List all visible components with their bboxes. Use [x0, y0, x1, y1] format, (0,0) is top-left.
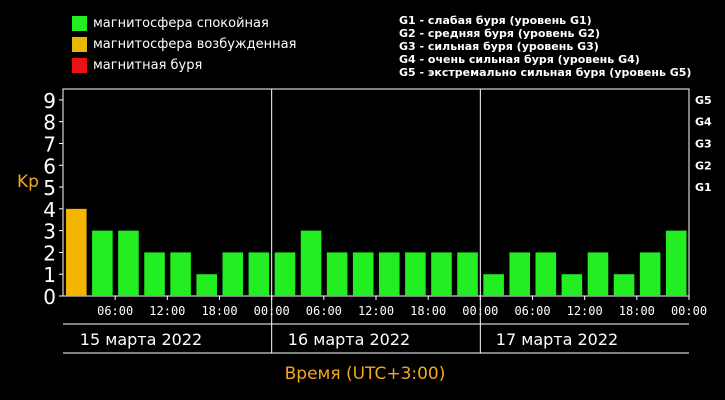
legend-swatch-excited: [72, 37, 87, 52]
x-tick-label: 00:00: [671, 304, 707, 318]
kp-bar: [509, 252, 530, 296]
day-labels: 15 марта 2022 16 марта 2022 17 марта 202…: [0, 326, 725, 356]
y-tick-label: 6: [43, 154, 56, 178]
kp-bar: [379, 252, 400, 296]
kp-bar: [561, 274, 583, 296]
right-tick-label-g4: G4: [695, 116, 712, 129]
legend-label-excited: магнитосфера возбужденная: [93, 37, 297, 52]
legend-label-storm: магнитная буря: [93, 58, 203, 73]
y-tick-label: 1: [43, 263, 56, 287]
y-tick-label: 8: [43, 111, 56, 135]
y-tick-label: 3: [43, 220, 56, 244]
storm-level-legend: G1 - слабая буря (уровень G1) G2 - средн…: [399, 14, 691, 79]
kp-bar: [405, 252, 426, 296]
kp-bar: [326, 252, 348, 296]
storm-level-g3: G3 - сильная буря (уровень G3): [399, 40, 599, 53]
x-tick-label: 18:00: [410, 304, 446, 318]
plot-frame: [62, 88, 690, 297]
x-tick-label: 12:00: [567, 304, 603, 318]
x-tick-label: 18:00: [619, 304, 655, 318]
y-tick-label: 5: [43, 176, 56, 200]
right-tick-label-g3: G3: [695, 137, 712, 150]
kp-bar: [587, 252, 609, 296]
kp-bar: [457, 252, 478, 296]
kp-bar: [118, 230, 139, 296]
right-tick-label-g2: G2: [695, 159, 712, 172]
legend-swatch-storm: [72, 58, 87, 73]
kp-bar: [170, 252, 191, 296]
kp-bar: [274, 252, 296, 296]
kp-bar: [196, 274, 217, 296]
kp-bar: [431, 252, 452, 296]
x-axis-title: Время (UTC+3:00): [284, 364, 446, 384]
y-axis-title: Kp: [17, 172, 39, 192]
kp-bar: [92, 230, 113, 296]
storm-level-g4: G4 - очень сильная буря (уровень G4): [399, 53, 640, 66]
day-label-1: 15 марта 2022: [79, 330, 203, 349]
storm-level-g2: G2 - средняя буря (уровень G2): [399, 27, 600, 40]
kp-bar: [300, 230, 322, 296]
y-tick-label: 7: [43, 132, 56, 156]
x-tick-label: 06:00: [306, 304, 342, 318]
storm-level-g1: G1 - слабая буря (уровень G1): [399, 14, 592, 27]
y-tick-label: 9: [43, 89, 56, 113]
x-tick-label: 12:00: [149, 304, 185, 318]
kp-bar: [352, 252, 374, 296]
x-tick-label: 00:00: [254, 304, 290, 318]
kp-bar: [144, 252, 165, 296]
day-label-3: 17 марта 2022: [495, 330, 619, 349]
right-tick-label-g5: G5: [695, 94, 712, 107]
right-tick-label-g1: G1: [695, 181, 712, 194]
x-tick-label: 18:00: [201, 304, 237, 318]
kp-bar: [222, 252, 244, 296]
kp-bar: [483, 274, 504, 296]
kp-bar: [535, 252, 557, 296]
kp-bar: [665, 230, 687, 296]
x-tick-label: 00:00: [462, 304, 498, 318]
legend-swatch-calm: [72, 16, 87, 31]
x-tick-label: 06:00: [514, 304, 550, 318]
y-tick-label: 2: [43, 241, 56, 265]
x-tick-label: 12:00: [358, 304, 394, 318]
y-tick-label: 4: [43, 198, 56, 222]
kp-bar: [613, 274, 635, 296]
y-tick-label: 0: [43, 285, 56, 309]
legend-label-calm: магнитосфера спокойная: [93, 16, 269, 31]
kp-bar: [248, 252, 270, 296]
kp-bar: [639, 252, 661, 296]
storm-level-g5: G5 - экстремально сильная буря (уровень …: [399, 66, 692, 79]
kp-bar: [66, 208, 87, 296]
day-label-2: 16 марта 2022: [287, 330, 411, 349]
x-tick-label: 06:00: [97, 304, 133, 318]
